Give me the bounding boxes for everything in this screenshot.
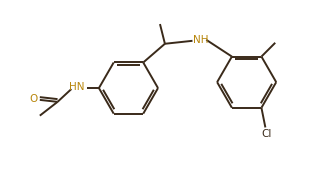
- Text: Cl: Cl: [261, 130, 272, 139]
- Text: HN: HN: [69, 82, 84, 92]
- Text: O: O: [30, 94, 38, 104]
- Text: NH: NH: [193, 35, 209, 45]
